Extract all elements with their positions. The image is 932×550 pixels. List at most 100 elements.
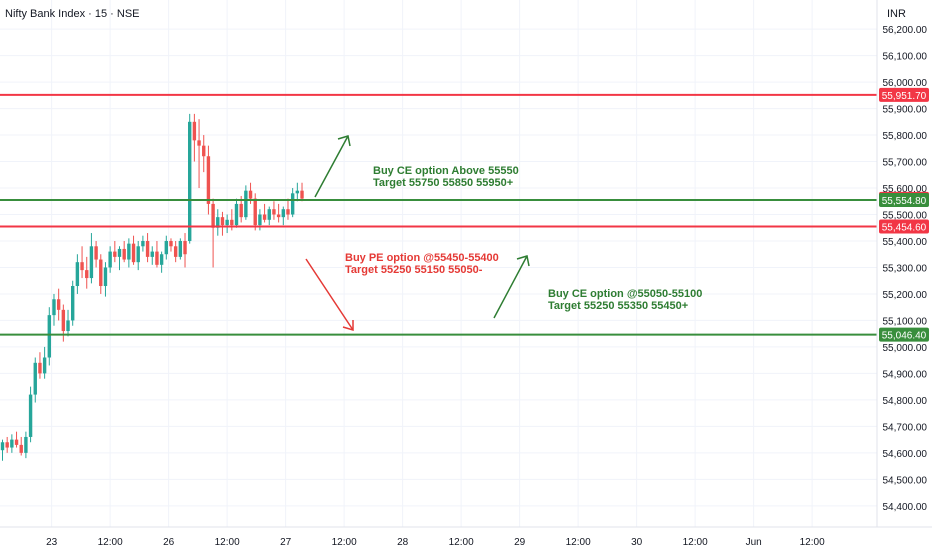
candle-body (188, 121, 192, 241)
candle-body (234, 203, 239, 226)
arrow-up-2-head (516, 255, 530, 267)
candle-body (206, 156, 211, 204)
price-tick-label: 56,100.00 (883, 52, 928, 63)
candle-body (117, 248, 122, 257)
time-tick-label: 28 (397, 537, 409, 548)
candle-body (216, 217, 220, 228)
price-tick-label: 56,200.00 (883, 25, 928, 36)
candle-body (89, 246, 94, 279)
candle-body (262, 214, 267, 220)
candle-body (192, 121, 197, 141)
time-tick-label: 26 (163, 537, 175, 548)
candle-body (0, 442, 5, 451)
price-axis: 54,400.00 54,500.00 54,600.00 54,700.00 54,8… (876, 0, 932, 550)
candle-body (173, 246, 178, 257)
candle-body (178, 240, 183, 257)
candle-body (19, 444, 23, 453)
level-price-tag-label: 55,046.40 (882, 331, 927, 342)
grid-lines (0, 0, 877, 527)
price-tick-label: 55,300.00 (883, 263, 928, 274)
candles (0, 113, 304, 461)
price-tick-label: 55,700.00 (883, 158, 928, 169)
arrow-up-2 (493, 255, 528, 319)
arrow-down-1-head (342, 320, 354, 332)
level-price-tag-label: 55,951.70 (882, 91, 927, 102)
candle-body (141, 240, 145, 247)
candle-body (272, 209, 276, 215)
candle-body (42, 357, 47, 374)
price-tick-label: 54,500.00 (883, 475, 928, 486)
candle-body (136, 246, 140, 263)
currency-label[interactable]: INR (887, 8, 906, 20)
candle-body (164, 240, 168, 255)
candle-body (155, 251, 159, 265)
candle-body (145, 240, 150, 257)
level-price-tag (879, 219, 929, 234)
candle-body (61, 309, 66, 332)
candle-body (258, 214, 262, 226)
candle-body (127, 243, 131, 260)
time-axis: 23 12:00 26 12:00 27 12:00 28 12:00 29 12:00 30 12:… (0, 526, 932, 548)
candle-body (113, 251, 117, 257)
candle-body (248, 190, 253, 199)
candle-body (230, 219, 234, 226)
price-tick-label: 56,000.00 (883, 78, 928, 89)
time-tick-label: 12:00 (449, 537, 474, 548)
annotation-text: Target 55750 55850 55950+ (373, 177, 513, 189)
candle-body (131, 243, 136, 263)
level-price-tag (879, 327, 929, 342)
candle-body (267, 209, 271, 220)
price-tick-label: 55,400.00 (883, 237, 928, 248)
candle-body (300, 190, 304, 199)
candle-body (122, 248, 126, 260)
arrow-up-1-head (337, 135, 351, 147)
candle-body (99, 259, 103, 287)
candle-body (103, 267, 108, 287)
candle-body (14, 439, 19, 445)
arrow-up-1 (314, 135, 349, 198)
candle-body (71, 286, 75, 321)
annotation-text: Target 55250 55150 55050- (345, 264, 483, 276)
price-tick-label: 54,600.00 (883, 449, 928, 460)
annotation-text: Buy CE option @55050-55100 (548, 288, 702, 300)
price-tick-label: 55,100.00 (883, 316, 928, 327)
time-tick-label: 12:00 (98, 537, 123, 548)
price-tick-label: 55,200.00 (883, 290, 928, 301)
time-tick-label: Jun (746, 537, 762, 548)
candle-body (24, 436, 28, 453)
time-tick-label: 12:00 (566, 537, 591, 548)
arrow-down-1 (305, 258, 354, 331)
candle-body (253, 198, 257, 226)
time-tick-label: 27 (280, 537, 292, 548)
time-tick-label: 12:00 (215, 537, 240, 548)
price-tick-label: 55,800.00 (883, 131, 928, 142)
candle-body (33, 362, 37, 395)
candle-body (211, 203, 215, 228)
price-tick-label: 54,800.00 (883, 396, 928, 407)
candle-body (202, 145, 206, 157)
candle-body (281, 209, 285, 218)
price-tick-label: 55,900.00 (883, 105, 928, 116)
time-tick-label: 12:00 (800, 537, 825, 548)
candle-body (169, 240, 173, 247)
candle-body (159, 254, 164, 265)
price-tick-label: 54,400.00 (883, 502, 928, 513)
chart-title: Nifty Bank Index · 15 · NSE (5, 8, 140, 20)
annotation-text: Target 55250 55350 55450+ (548, 300, 688, 312)
candle-body (220, 217, 225, 226)
annotation-text: Buy PE option @55450-55400 (345, 252, 499, 264)
time-tick-label: 12:00 (332, 537, 357, 548)
candle-body (75, 262, 80, 287)
candle-body (150, 251, 154, 257)
time-tick-label: 12:00 (683, 537, 708, 548)
price-tick-label: 54,700.00 (883, 422, 928, 433)
candle-body (66, 320, 70, 332)
time-tick-label: 23 (46, 537, 58, 548)
level-price-tag (879, 192, 929, 207)
candle-body (197, 140, 201, 146)
candle-body (276, 214, 281, 218)
candle-body (10, 439, 14, 448)
